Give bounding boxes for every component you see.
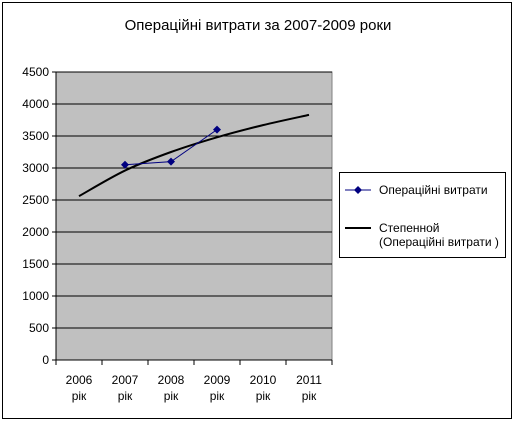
data-point (121, 160, 129, 169)
x-tick-label: рік (72, 389, 87, 403)
x-tick-label: 2008 (158, 373, 185, 387)
legend-series-symbol (345, 186, 371, 194)
x-tick-label: рік (118, 389, 133, 403)
legend-trendline-label-line2: (Операційні витрати ) (379, 235, 499, 249)
x-tick-label: 2010 (250, 373, 277, 387)
x-tick-label: рік (256, 389, 271, 403)
legend: Операційні витрати Степенной (Операційні… (339, 172, 506, 258)
x-tick-label: 2006 (66, 373, 93, 387)
y-tick-label: 1500 (22, 257, 49, 271)
y-tick-label: 2500 (22, 193, 49, 207)
chart-title: Операційні витрати за 2007-2009 роки (124, 17, 392, 34)
x-tick-label: 2007 (112, 373, 139, 387)
legend-trendline-symbol (345, 227, 371, 229)
y-tick-label: 3000 (22, 161, 49, 175)
data-point (167, 157, 175, 166)
trendline-power (78, 113, 310, 198)
y-tick-label: 2000 (22, 225, 49, 239)
y-tick-label: 4000 (22, 97, 49, 111)
legend-trendline-label-line1: Степенной (379, 221, 440, 235)
y-tick-label: 1000 (22, 289, 49, 303)
plot-area (55, 71, 333, 361)
y-tick-label: 0 (42, 353, 49, 367)
x-tick-label: 2009 (204, 373, 231, 387)
x-tick-label: 2011 (296, 373, 322, 387)
x-tick-label: рік (164, 389, 179, 403)
data-point (213, 125, 221, 134)
x-tick-label: рік (302, 389, 317, 403)
legend-series-label: Операційні витрати (379, 183, 488, 197)
y-tick-label: 500 (29, 321, 49, 335)
x-tick-label: рік (210, 389, 225, 403)
y-tick-label: 3500 (22, 129, 49, 143)
y-tick-label: 4500 (22, 65, 49, 79)
